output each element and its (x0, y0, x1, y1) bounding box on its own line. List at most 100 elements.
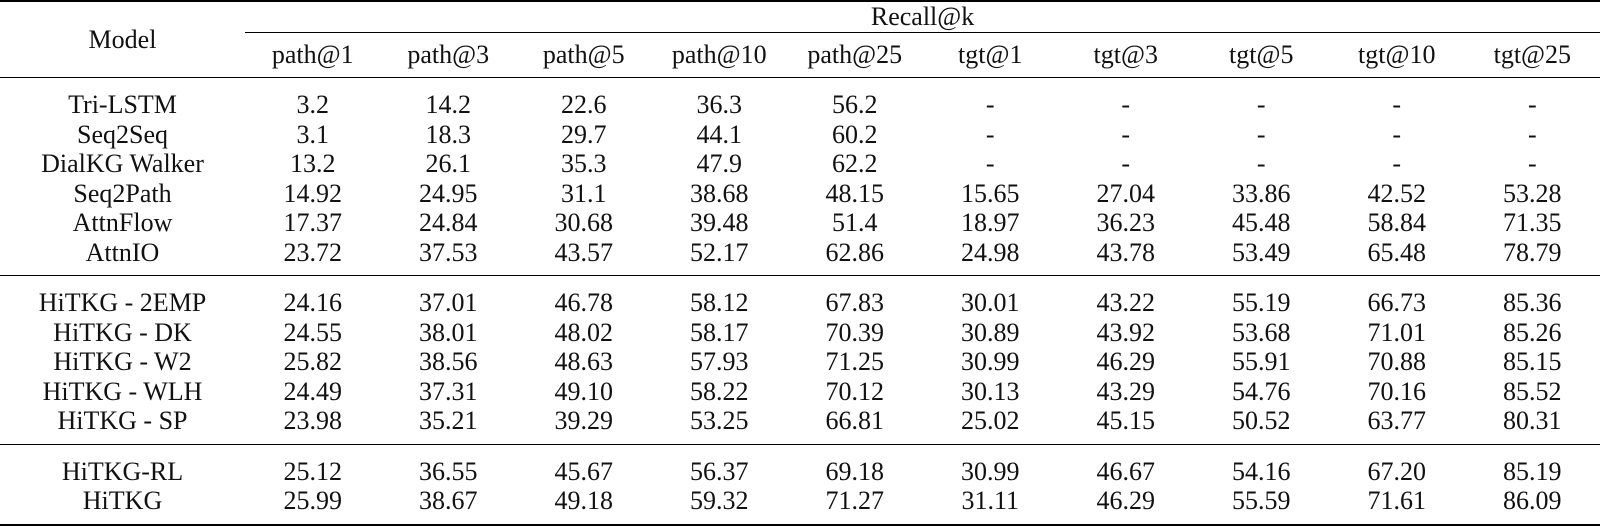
value-cell: 51.4 (787, 208, 923, 238)
value-cell: 37.01 (381, 276, 517, 318)
value-cell: 22.6 (516, 78, 652, 120)
value-cell: 29.7 (516, 120, 652, 150)
value-cell: 3.1 (245, 120, 381, 150)
value-cell: 47.9 (652, 149, 788, 179)
value-cell: - (1058, 78, 1194, 120)
value-cell: 36.55 (381, 444, 517, 486)
model-name-cell: Tri-LSTM (0, 78, 245, 120)
value-cell: 18.3 (381, 120, 517, 150)
value-cell: 53.25 (652, 406, 788, 444)
value-cell: 30.89 (923, 318, 1059, 348)
value-cell: 45.67 (516, 444, 652, 486)
value-cell: 85.19 (1465, 444, 1600, 486)
value-cell: 24.84 (381, 208, 517, 238)
value-cell: - (923, 120, 1059, 150)
value-cell: 24.98 (923, 238, 1059, 276)
value-cell: 56.2 (787, 78, 923, 120)
value-cell: 55.59 (1194, 486, 1330, 525)
value-cell: 25.82 (245, 347, 381, 377)
column-header-tgt-at-5: tgt@5 (1194, 33, 1330, 78)
model-name-cell: AttnFlow (0, 208, 245, 238)
column-header-path-at-1: path@1 (245, 33, 381, 78)
value-cell: 43.29 (1058, 377, 1194, 407)
value-cell: 58.22 (652, 377, 788, 407)
value-cell: 24.16 (245, 276, 381, 318)
model-name-cell: HiTKG (0, 486, 245, 525)
column-header-path-at-25: path@25 (787, 33, 923, 78)
value-cell: 38.68 (652, 179, 788, 209)
value-cell: 43.92 (1058, 318, 1194, 348)
model-name-cell: HiTKG - 2EMP (0, 276, 245, 318)
value-cell: 65.48 (1329, 238, 1465, 276)
column-header-path-at-3: path@3 (381, 33, 517, 78)
value-cell: 71.27 (787, 486, 923, 525)
value-cell: 66.73 (1329, 276, 1465, 318)
value-cell: 53.49 (1194, 238, 1330, 276)
value-cell: 58.17 (652, 318, 788, 348)
value-cell: 85.15 (1465, 347, 1600, 377)
value-cell: - (1329, 120, 1465, 150)
model-name-cell: HiTKG - SP (0, 406, 245, 444)
value-cell: 25.99 (245, 486, 381, 525)
value-cell: 71.25 (787, 347, 923, 377)
value-cell: 53.28 (1465, 179, 1600, 209)
model-name-cell: HiTKG - WLH (0, 377, 245, 407)
model-name-cell: HiTKG - W2 (0, 347, 245, 377)
column-header-tgt-at-10: tgt@10 (1329, 33, 1465, 78)
value-cell: 86.09 (1465, 486, 1600, 525)
value-cell: 3.2 (245, 78, 381, 120)
value-cell: 14.92 (245, 179, 381, 209)
value-cell: 55.19 (1194, 276, 1330, 318)
value-cell: 70.12 (787, 377, 923, 407)
column-header-tgt-at-3: tgt@3 (1058, 33, 1194, 78)
value-cell: 35.3 (516, 149, 652, 179)
value-cell: 35.21 (381, 406, 517, 444)
value-cell: 63.77 (1329, 406, 1465, 444)
value-cell: 54.76 (1194, 377, 1330, 407)
value-cell: 30.01 (923, 276, 1059, 318)
model-column-header: Model (0, 1, 245, 78)
value-cell: 62.2 (787, 149, 923, 179)
value-cell: - (1465, 149, 1600, 179)
value-cell: 46.67 (1058, 444, 1194, 486)
value-cell: 38.67 (381, 486, 517, 525)
value-cell: 71.61 (1329, 486, 1465, 525)
value-cell: 67.20 (1329, 444, 1465, 486)
value-cell: 56.37 (652, 444, 788, 486)
value-cell: 37.31 (381, 377, 517, 407)
recall-group-header: Recall@k (245, 1, 1600, 33)
value-cell: 62.86 (787, 238, 923, 276)
value-cell: - (1058, 120, 1194, 150)
value-cell: 85.26 (1465, 318, 1600, 348)
value-cell: 17.37 (245, 208, 381, 238)
value-cell: 67.83 (787, 276, 923, 318)
value-cell: 39.48 (652, 208, 788, 238)
value-cell: 50.52 (1194, 406, 1330, 444)
value-cell: - (1329, 149, 1465, 179)
value-cell: 33.86 (1194, 179, 1330, 209)
value-cell: 66.81 (787, 406, 923, 444)
value-cell: 46.29 (1058, 347, 1194, 377)
value-cell: - (1465, 120, 1600, 150)
model-name-cell: Seq2Seq (0, 120, 245, 150)
value-cell: 45.48 (1194, 208, 1330, 238)
value-cell: 54.16 (1194, 444, 1330, 486)
value-cell: - (1058, 149, 1194, 179)
value-cell: 38.01 (381, 318, 517, 348)
value-cell: - (1194, 120, 1330, 150)
value-cell: 15.65 (923, 179, 1059, 209)
model-name-cell: DialKG Walker (0, 149, 245, 179)
model-name-cell: AttnIO (0, 238, 245, 276)
value-cell: 25.12 (245, 444, 381, 486)
